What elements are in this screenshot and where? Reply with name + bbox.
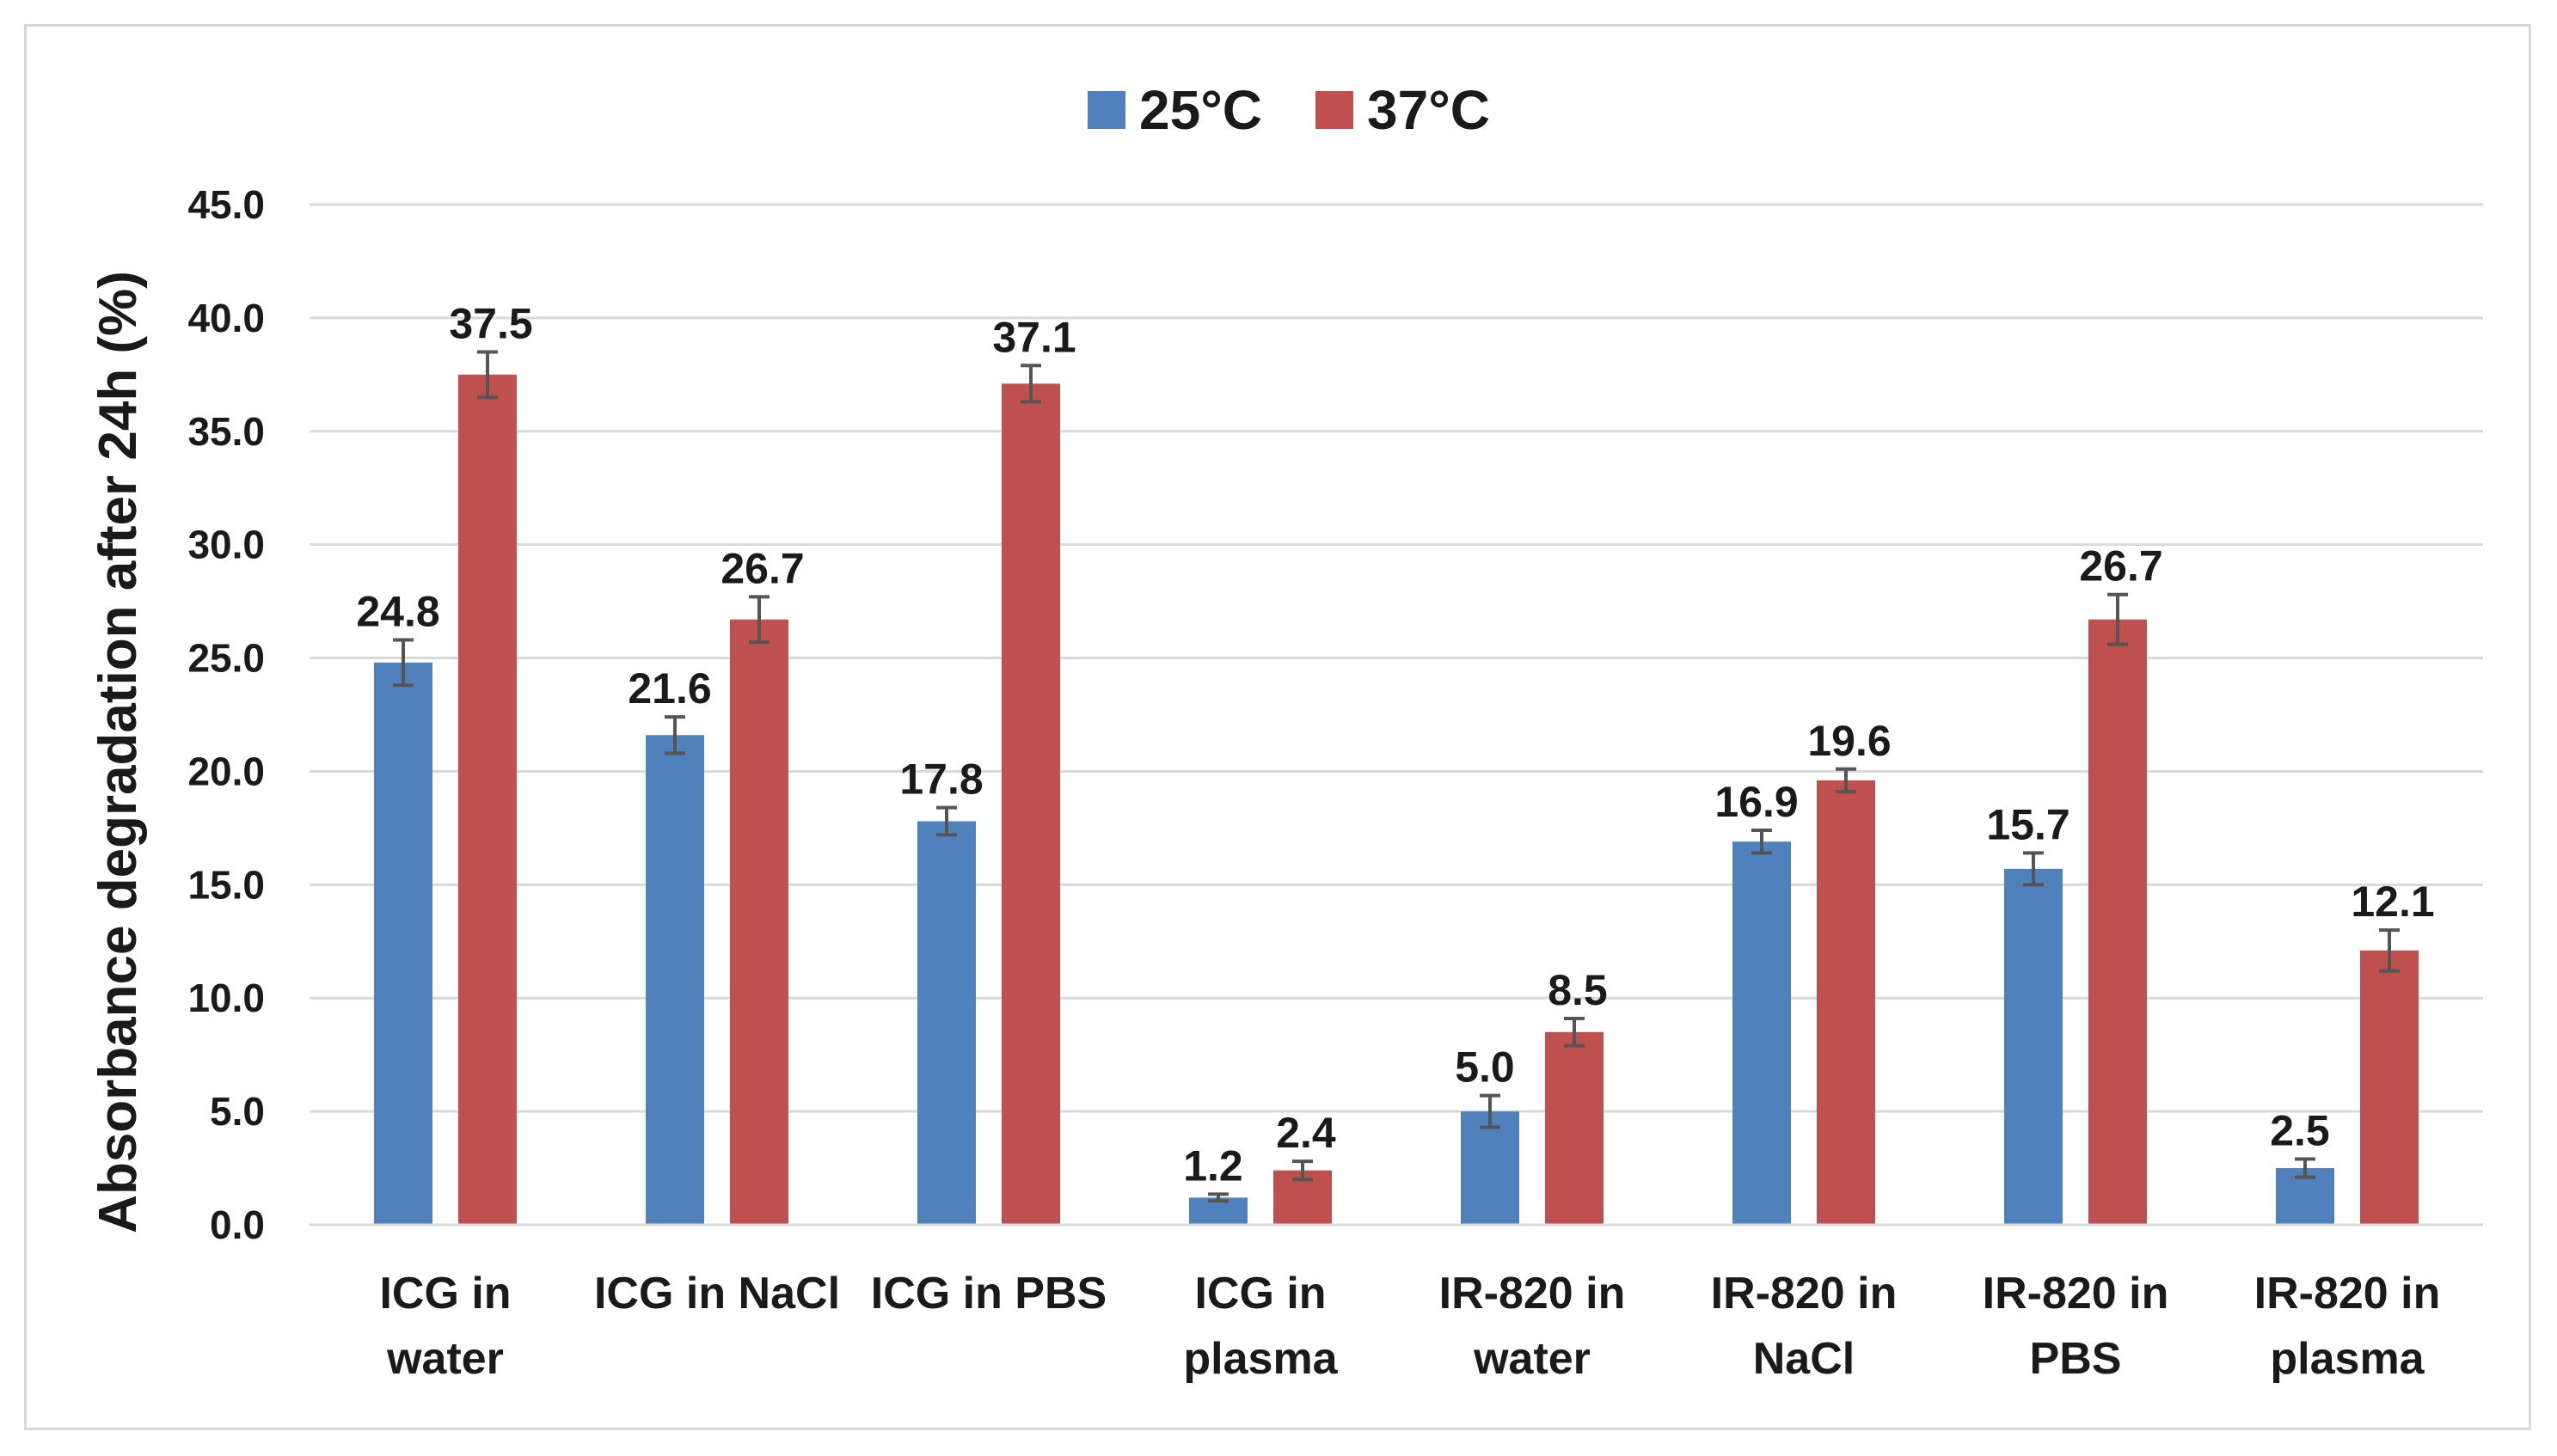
x-category-label: IR-820 in plasma: [2254, 1269, 2441, 1384]
x-category-label: ICG in PBS: [871, 1269, 1107, 1318]
x-axis-category-labels: ICG in water ICG in NaCl ICG in PBS ICG in pl…: [379, 1269, 2440, 1384]
bar-37c: [2360, 950, 2419, 1225]
bar-25c: [646, 735, 704, 1225]
data-label-25c: 15.7: [1986, 800, 2070, 848]
x-category-label: ICG in water: [379, 1269, 511, 1384]
bar-37c: [1545, 1031, 1603, 1225]
data-labels: 24.8 37.5 21.6 26.7 17.8 37.1 1.2 2.4 5.0 8.5 16.9…: [356, 299, 2434, 1190]
bar-37c: [1002, 383, 1060, 1226]
data-label-37c: 37.1: [992, 313, 1076, 361]
y-tick-label: 35.0: [187, 409, 265, 454]
data-label-25c: 16.9: [1714, 778, 1798, 826]
bar-37c: [1817, 780, 1875, 1225]
x-category-label: IR-820 in PBS: [1983, 1269, 2169, 1384]
gridlines: [310, 203, 2483, 1113]
x-category-label: IR-820 in NaCl: [1711, 1269, 1898, 1384]
bar-25c: [917, 821, 976, 1225]
data-label-37c: 12.1: [2351, 878, 2434, 926]
x-category-label: ICG in NaCl: [594, 1269, 840, 1318]
y-tick-label: 25.0: [187, 636, 265, 681]
x-category-label: IR-820 in water: [1439, 1269, 1626, 1384]
bar-25c: [2004, 868, 2063, 1225]
data-label-37c: 37.5: [449, 299, 532, 347]
data-label-37c: 2.4: [1276, 1109, 1336, 1157]
legend: 25°C 37°C: [1088, 79, 1490, 141]
legend-label-37c[interactable]: 37°C: [1367, 79, 1490, 141]
bar-25c: [1461, 1111, 1519, 1225]
data-label-37c: 26.7: [2079, 542, 2162, 590]
y-tick-label: 15.0: [187, 862, 265, 907]
y-tick-label: 30.0: [187, 523, 265, 567]
data-label-25c: 17.8: [899, 756, 983, 804]
y-axis-ticks: 0.0 5.0 10.0 15.0 20.0 25.0 30.0 35.0 40.0 45.0: [187, 182, 265, 1247]
bar-37c: [2088, 619, 2147, 1225]
error-bars: [393, 350, 2400, 1203]
x-category-label: ICG in plasma: [1183, 1269, 1338, 1384]
data-label-25c: 21.6: [628, 664, 711, 713]
data-label-25c: 5.0: [1455, 1043, 1515, 1092]
bar-25c: [1732, 841, 1791, 1225]
data-label-25c: 1.2: [1183, 1141, 1243, 1190]
data-label-37c: 19.6: [1807, 717, 1891, 765]
bar-25c: [374, 662, 432, 1225]
y-tick-label: 20.0: [187, 749, 265, 793]
y-tick-label: 45.0: [187, 182, 265, 227]
bar-37c: [730, 619, 788, 1225]
y-axis-title: Absorbance degradation after 24h (%): [89, 271, 148, 1233]
data-label-37c: 8.5: [1548, 966, 1608, 1014]
y-tick-label: 40.0: [187, 296, 265, 340]
bar-37c: [458, 374, 517, 1225]
legend-swatch-25c: [1088, 91, 1125, 129]
legend-label-25c[interactable]: 25°C: [1139, 79, 1262, 141]
y-tick-label: 10.0: [187, 976, 265, 1020]
y-tick-label: 5.0: [210, 1089, 265, 1134]
y-tick-label: 0.0: [210, 1202, 265, 1247]
legend-swatch-37c: [1315, 91, 1353, 129]
data-label-37c: 26.7: [720, 544, 804, 592]
data-label-25c: 2.5: [2270, 1107, 2330, 1155]
data-label-25c: 24.8: [356, 587, 439, 635]
bars: [374, 374, 2419, 1226]
